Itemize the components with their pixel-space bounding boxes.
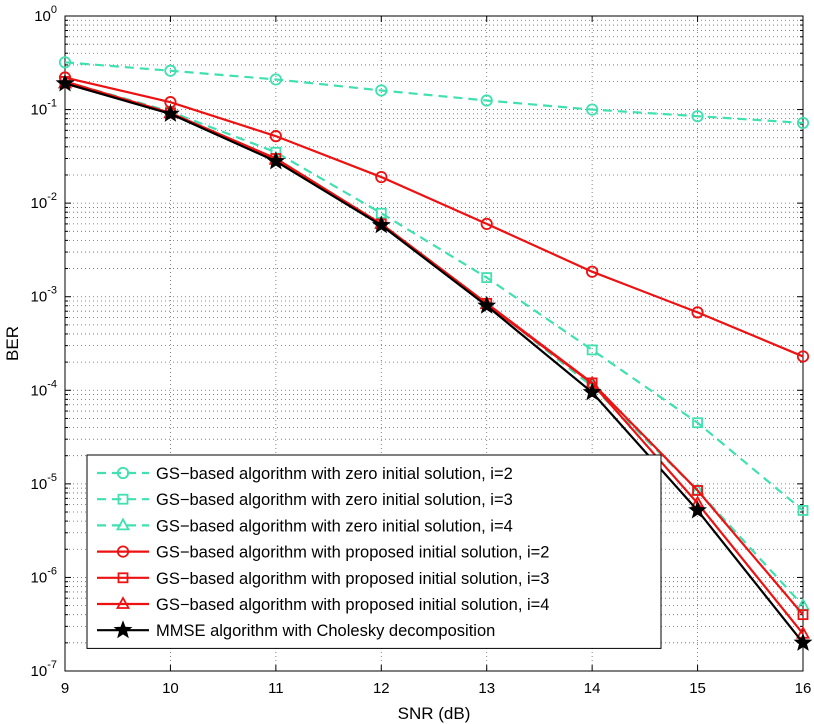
legend-item: GS−based algorithm with proposed initial… [97, 596, 549, 614]
legend-item: GS−based algorithm with zero initial sol… [97, 465, 513, 483]
data-point [58, 56, 72, 69]
x-axis-label: SNR (dB) [398, 704, 471, 723]
data-point [797, 505, 809, 516]
legend-label: GS−based algorithm with zero initial sol… [156, 465, 513, 483]
data-point [481, 272, 493, 284]
legend-label: MMSE algorithm with Cholesky decompositi… [156, 622, 495, 640]
legend-item: GS−based algorithm with proposed initial… [97, 570, 549, 588]
legend-swatch-marker [117, 493, 129, 505]
data-point [797, 609, 809, 621]
legend-item: GS−based algorithm with zero initial sol… [97, 491, 513, 509]
series-layer [55, 56, 813, 651]
legend-item: MMSE algorithm with Cholesky decompositi… [97, 620, 495, 640]
y-tick-label: 10-1 [31, 98, 57, 119]
legend-label: GS−based algorithm with proposed initial… [156, 570, 549, 588]
x-tick-label: 11 [268, 680, 284, 697]
legend-label: GS−based algorithm with zero initial sol… [156, 491, 513, 509]
data-point [371, 215, 391, 234]
x-tick-label: 10 [162, 680, 179, 697]
series-1 [58, 56, 810, 130]
y-axis-label: BER [3, 326, 22, 361]
data-point [691, 110, 704, 123]
y-tick-label: 10-5 [31, 472, 57, 493]
legend-swatch-marker [117, 572, 129, 584]
series-line [64, 82, 804, 644]
y-tick-label: 100 [34, 4, 57, 25]
series-4 [58, 71, 810, 363]
data-point [477, 295, 497, 314]
data-point [692, 485, 703, 496]
data-point [688, 500, 708, 519]
data-point [796, 350, 810, 363]
legend-swatch-marker [113, 620, 133, 639]
data-point [480, 217, 493, 231]
legend-label: GS−based algorithm with proposed initial… [156, 544, 549, 562]
data-point [160, 103, 180, 122]
y-tick-label: 10-3 [31, 285, 57, 306]
x-tick-label: 14 [584, 680, 601, 697]
plot-frame [64, 15, 804, 672]
data-point [269, 130, 282, 143]
legend-item: GS−based algorithm with proposed initial… [97, 544, 549, 562]
x-tick-label: 16 [795, 680, 812, 697]
data-point [582, 382, 602, 401]
x-tick-label: 9 [61, 680, 69, 697]
data-point [269, 73, 282, 86]
legend-box [86, 454, 662, 649]
data-point [375, 84, 388, 97]
y-tick-label: 10-7 [31, 659, 57, 680]
data-point [586, 103, 599, 116]
legend-item: GS−based algorithm with zero initial sol… [97, 517, 513, 535]
data-point [586, 265, 599, 278]
y-tick-labels: 100 10-1 10-2 10-3 10-4 10-5 10-6 10-7 [31, 4, 57, 680]
data-point [691, 306, 704, 319]
data-point [793, 632, 813, 651]
series-line [64, 80, 804, 512]
x-tick-label: 12 [373, 680, 390, 697]
y-tick-label: 10-4 [31, 378, 57, 399]
data-point [266, 151, 286, 170]
x-tick-labels: 9 10 11 12 13 14 15 16 [61, 680, 812, 697]
data-point [480, 94, 493, 107]
legend-swatch-marker [115, 517, 131, 531]
x-tick-label: 15 [689, 680, 706, 697]
x-tick-label: 13 [478, 680, 495, 697]
legend-label: GS−based algorithm with zero initial sol… [156, 517, 513, 535]
legend-label: GS−based algorithm with proposed initial… [156, 596, 549, 614]
legend-swatch-marker [116, 466, 130, 480]
legend-swatch-marker [115, 596, 131, 609]
data-point [692, 417, 703, 429]
y-tick-label: 10-2 [31, 191, 57, 212]
data-point [796, 116, 810, 130]
data-point [164, 64, 177, 77]
series-line [64, 76, 804, 358]
series-line [64, 61, 804, 125]
data-point [55, 73, 75, 92]
axis-ticks [64, 15, 804, 672]
legend: GS−based algorithm with zero initial sol… [86, 454, 662, 649]
data-point [586, 344, 598, 356]
legend-swatch-marker [116, 545, 130, 558]
y-tick-label: 10-6 [31, 565, 57, 586]
series-7 [55, 73, 813, 651]
data-point [375, 170, 388, 184]
